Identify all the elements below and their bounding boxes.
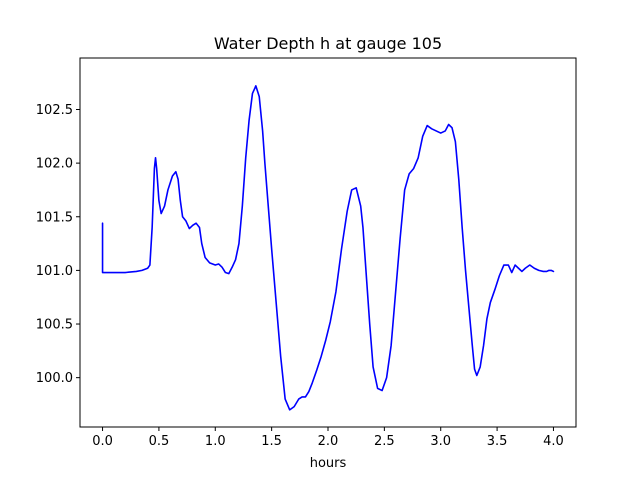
y-axis: 100.0 100.5 101.0 101.5 102.0 102.5 — [36, 103, 80, 386]
x-axis: 0.0 0.5 1.0 1.5 2.0 2.5 3.0 3.5 4.0 — [92, 427, 564, 449]
x-tick-label: 0.0 — [92, 434, 113, 449]
x-tick-label: 1.5 — [261, 434, 282, 449]
x-tick-label: 2.0 — [318, 434, 339, 449]
y-tick-label: 102.5 — [36, 103, 73, 118]
x-axis-label: hours — [310, 456, 347, 471]
y-tick-label: 100.5 — [36, 318, 73, 333]
y-tick-label: 100.0 — [36, 371, 73, 386]
x-tick-label: 0.5 — [149, 434, 170, 449]
series-line-0 — [101, 85, 555, 411]
chart-title: Water Depth h at gauge 105 — [214, 34, 442, 53]
x-tick-label: 1.0 — [205, 434, 226, 449]
x-tick-label: 2.5 — [374, 434, 395, 449]
x-tick-label: 3.0 — [430, 434, 451, 449]
y-tick-label: 101.5 — [36, 210, 73, 225]
y-tick-label: 102.0 — [36, 157, 73, 172]
y-tick-label: 101.0 — [36, 264, 73, 279]
x-tick-label: 4.0 — [543, 434, 564, 449]
x-tick-label: 3.5 — [487, 434, 508, 449]
